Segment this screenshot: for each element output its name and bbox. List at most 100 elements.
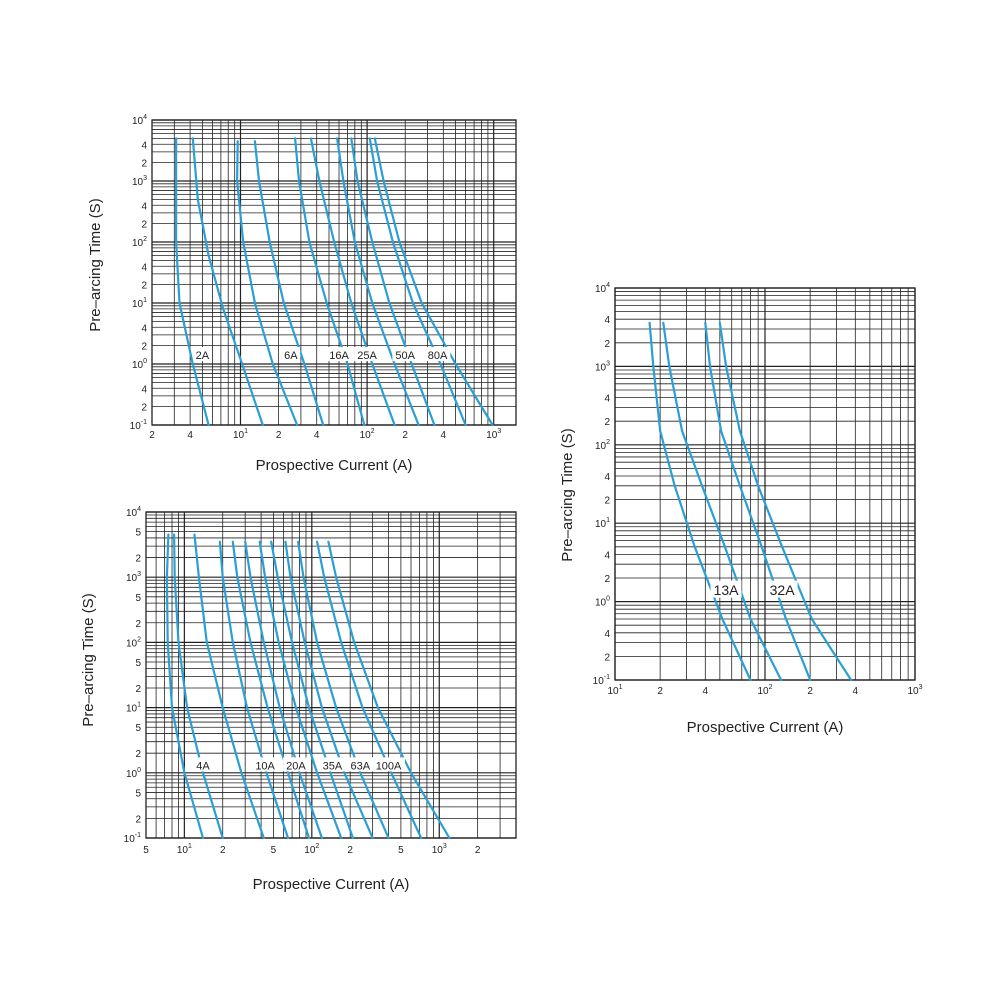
curve-10A-max xyxy=(218,540,290,840)
series-32A xyxy=(704,321,853,682)
y-tick-label: 104 xyxy=(126,506,141,519)
curve-100A-max xyxy=(327,540,451,840)
label-backdrop xyxy=(710,580,742,598)
x-tick-label: 103 xyxy=(432,843,447,856)
y-tick-label: 4 xyxy=(141,384,147,395)
series-25A xyxy=(336,137,420,427)
y-tick-label: 4 xyxy=(141,201,147,212)
x-tick-label: 2 xyxy=(807,686,813,697)
y-tick-label: 100 xyxy=(126,767,141,780)
y-tick-label: 101 xyxy=(126,702,141,715)
y-tick-label: 2 xyxy=(135,554,141,565)
curve-label-50A: 50A xyxy=(395,350,415,362)
series-6A xyxy=(236,140,325,427)
series-80A xyxy=(368,137,467,427)
y-tick-label: 2 xyxy=(604,339,610,350)
grid xyxy=(151,119,516,426)
y-tick-label: 10-1 xyxy=(593,674,610,687)
label-backdrop xyxy=(766,580,798,598)
curve-16A-min xyxy=(294,137,366,427)
y-tick-label: 5 xyxy=(135,788,141,799)
y-tick-label: 104 xyxy=(132,114,147,127)
curve-2A-min xyxy=(175,137,210,427)
y-axis-title: Pre–arcing Time (S) xyxy=(87,198,104,331)
y-tick-label: 101 xyxy=(595,517,610,530)
curve-4A-max xyxy=(173,533,224,840)
grid xyxy=(145,511,517,839)
label-backdrop xyxy=(252,757,278,772)
curve-63A-max xyxy=(297,540,390,840)
y-tick-label: 2 xyxy=(141,342,147,353)
curve-label-63A: 63A xyxy=(350,760,370,772)
series-2A xyxy=(175,137,264,427)
y-tick-label: 2 xyxy=(135,619,141,630)
series-4A xyxy=(165,533,224,840)
x-tick-label: 4 xyxy=(703,686,709,697)
y-tick-label: 2 xyxy=(141,220,147,231)
curve-label-20A: 20A xyxy=(286,760,306,772)
y-tick-label: 103 xyxy=(595,360,610,373)
y-tick-label: 102 xyxy=(595,439,610,452)
x-tick-label: 2 xyxy=(220,845,226,856)
y-tick-label: 5 xyxy=(135,593,141,604)
series-50A xyxy=(350,137,436,427)
x-tick-label: 2 xyxy=(402,430,408,441)
x-tick-label: 2 xyxy=(276,430,282,441)
curve-10A-min xyxy=(193,533,265,840)
y-tick-label: 4 xyxy=(604,629,610,640)
curve-32A-max xyxy=(718,321,853,682)
series-100A xyxy=(316,540,451,840)
x-tick-label: 5 xyxy=(398,845,404,856)
y-tick-label: 4 xyxy=(604,315,610,326)
y-tick-label: 5 xyxy=(135,658,141,669)
curve-6A-min xyxy=(236,140,299,427)
curve-100A-min xyxy=(316,540,423,840)
y-tick-label: 2 xyxy=(141,159,147,170)
label-backdrop xyxy=(354,347,380,362)
label-backdrop xyxy=(392,347,419,362)
y-tick-label: 104 xyxy=(595,282,610,295)
curve-16A-max xyxy=(309,137,396,427)
x-tick-label: 5 xyxy=(143,845,149,856)
curve-13A-min xyxy=(648,321,752,682)
y-tick-label: 103 xyxy=(126,571,141,584)
curve-label-2A: 2A xyxy=(196,350,210,362)
label-backdrop xyxy=(283,757,309,772)
chart-3: 101 2 4 102 2 4 103 104 4 2 103 4 2 102 4 2 101 4 2 100 4 2 10… xyxy=(559,282,923,736)
curve-extra xyxy=(373,137,494,427)
y-tick-label: 4 xyxy=(141,140,147,151)
series-16A xyxy=(294,137,396,427)
curve-6A-max xyxy=(253,140,325,427)
plot-frame xyxy=(614,287,916,681)
label-backdrop xyxy=(424,347,451,362)
x-tick-label: 4 xyxy=(441,430,447,441)
curve-label-10A: 10A xyxy=(255,760,275,772)
x-tick-label: 2 xyxy=(657,686,663,697)
curve-80A-min xyxy=(368,137,467,427)
x-tick-label: 102 xyxy=(360,428,375,441)
x-tick-label: 4 xyxy=(187,430,193,441)
y-tick-label: 2 xyxy=(604,417,610,428)
curve-20A-max xyxy=(244,540,323,840)
curve-32A-min xyxy=(704,321,812,682)
curve-label-100A: 100A xyxy=(376,760,402,772)
curve-35A-max xyxy=(270,540,354,840)
series-20A xyxy=(231,540,323,840)
curve-25A-min xyxy=(336,137,420,427)
curve-2A-max xyxy=(191,137,264,427)
x-tick-label: 4 xyxy=(853,686,859,697)
x-tick-label: 2 xyxy=(347,845,353,856)
y-tick-label: 102 xyxy=(126,636,141,649)
y-tick-label: 2 xyxy=(604,574,610,585)
x-tick-label: 4 xyxy=(314,430,320,441)
y-tick-label: 103 xyxy=(132,175,147,188)
plot-frame xyxy=(145,511,517,839)
label-backdrop xyxy=(326,347,352,362)
x-axis-title: Prospective Current (A) xyxy=(256,457,413,474)
y-tick-label: 2 xyxy=(604,652,610,663)
x-tick-label: 5 xyxy=(271,845,277,856)
curve-label-25A: 25A xyxy=(357,350,377,362)
y-tick-label: 10-1 xyxy=(124,832,141,845)
chart-1: 2 4 101 2 4 102 2 4 103 104 4 2 103 4 2 102 4 2 101 4 2 100 4 2… xyxy=(87,114,517,474)
